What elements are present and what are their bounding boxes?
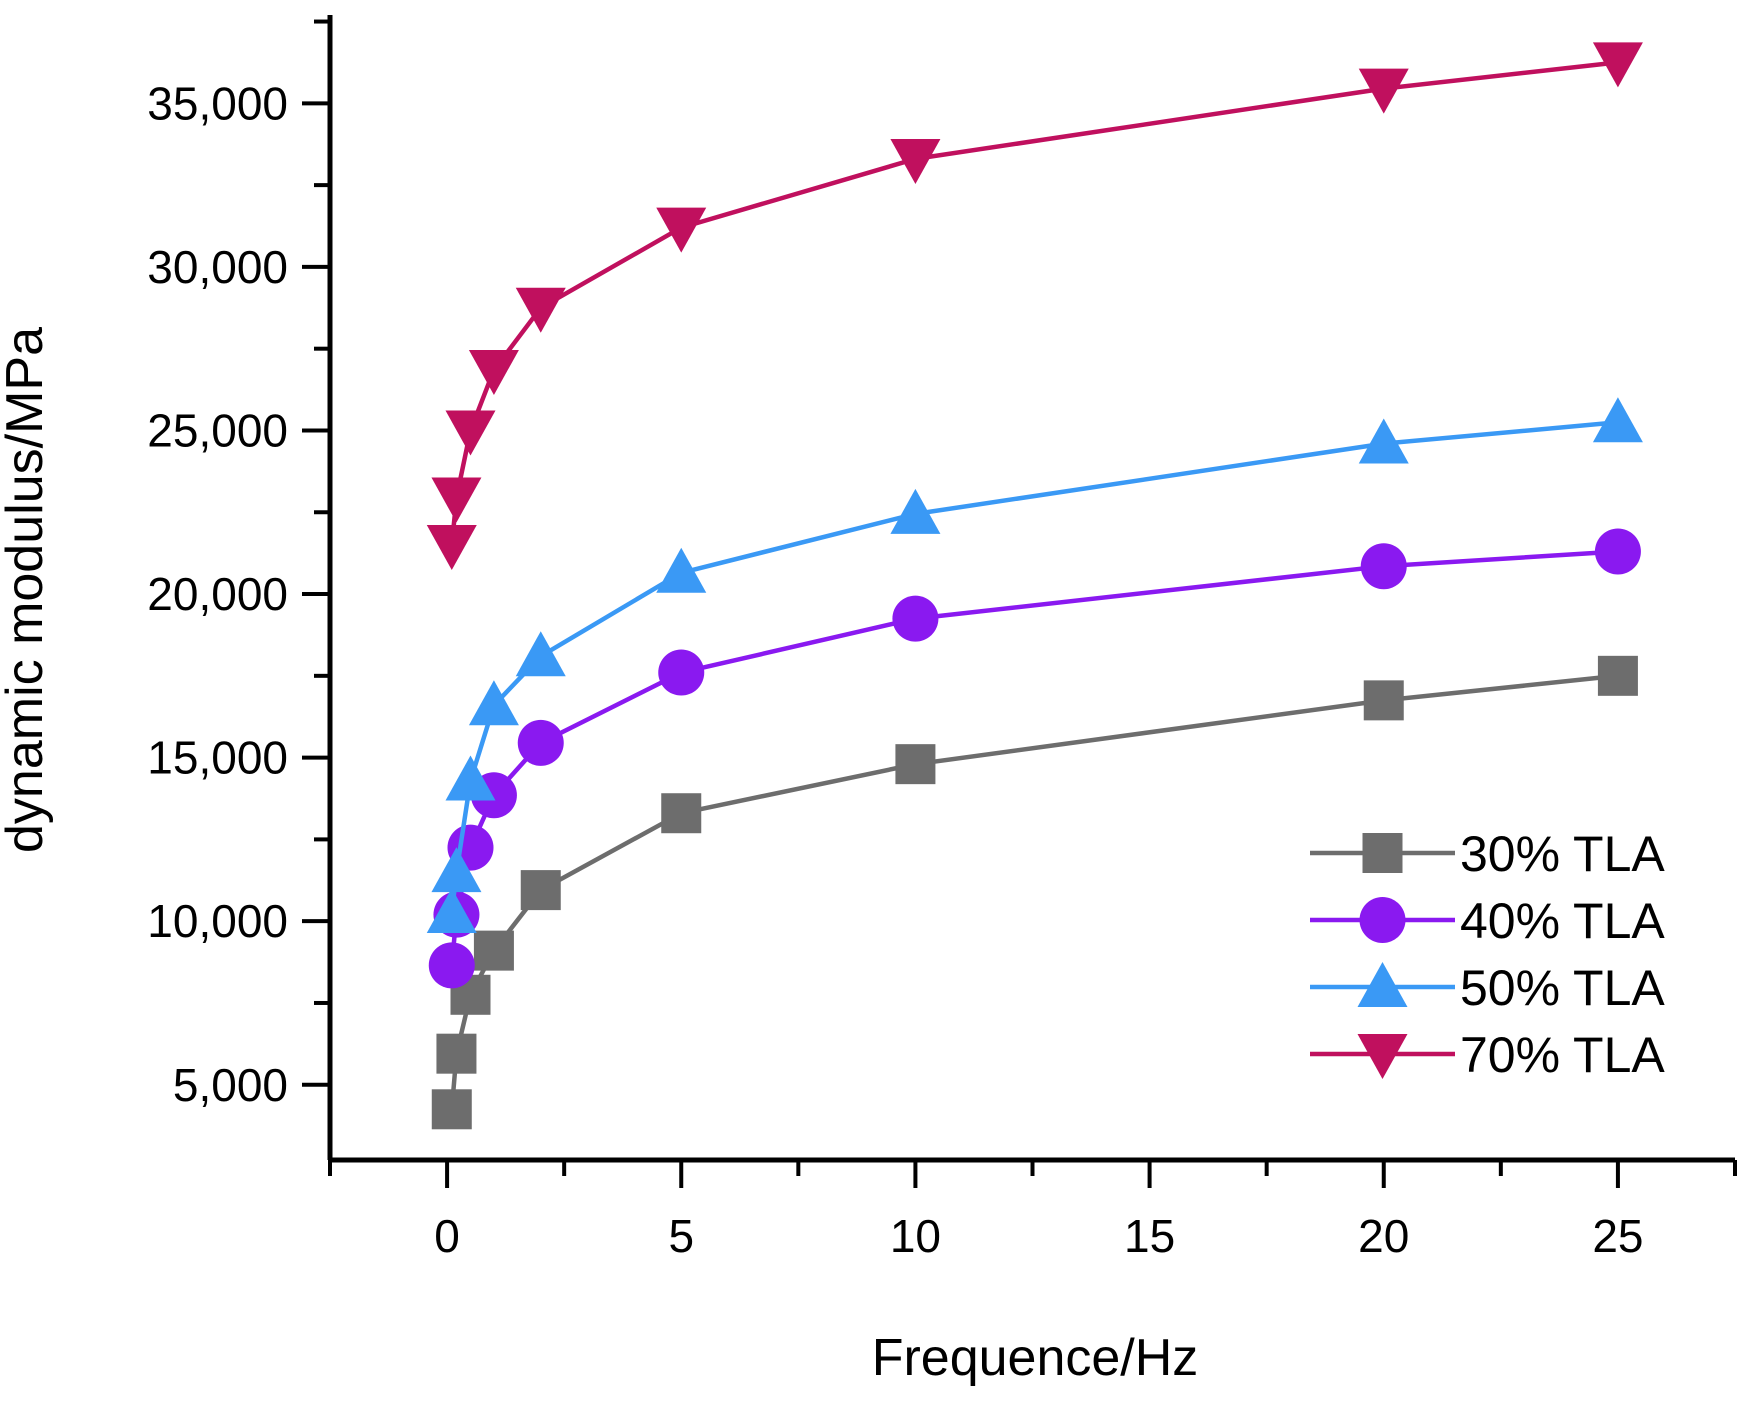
legend-marker	[1357, 962, 1408, 1007]
data-point	[436, 1033, 477, 1074]
series-50-tla	[426, 397, 1643, 934]
y-tick-label: 20,000	[147, 568, 288, 620]
data-point	[661, 793, 702, 834]
y-tick-label: 10,000	[147, 895, 288, 947]
data-point	[431, 477, 482, 523]
data-point	[515, 631, 566, 677]
x-tick-label: 15	[1124, 1210, 1175, 1262]
data-point	[431, 1089, 472, 1130]
x-tick-label: 10	[890, 1210, 941, 1262]
data-point	[1592, 42, 1643, 88]
y-tick-label: 35,000	[147, 77, 288, 129]
legend-entry: 70% TLA	[1310, 1027, 1665, 1083]
data-point	[428, 942, 475, 989]
data-point	[895, 744, 936, 785]
data-point	[890, 488, 941, 534]
data-point	[1597, 655, 1638, 696]
x-tick-label: 25	[1592, 1210, 1643, 1262]
data-point	[426, 888, 477, 934]
data-point	[515, 287, 566, 333]
series-30-tla	[431, 655, 1638, 1130]
legend-marker	[1359, 897, 1406, 943]
data-point	[1363, 680, 1404, 721]
data-point	[431, 847, 482, 893]
data-point	[1592, 397, 1643, 443]
legend-entry: 50% TLA	[1310, 960, 1665, 1016]
x-axis-title: Frequence/Hz	[872, 1329, 1199, 1387]
data-point	[520, 870, 561, 911]
y-tick-label: 15,000	[147, 732, 288, 784]
axes-layer: 0 5 10 15 20 25 5,000 10,000 15,000 20,000 25,000 3…	[147, 15, 1737, 1262]
data-point	[656, 207, 707, 253]
data-point	[473, 930, 514, 971]
data-point	[426, 524, 477, 570]
data-point	[890, 138, 941, 184]
data-point	[517, 719, 564, 766]
legend: 30% TLA 40% TLA 50% TLA 70% TLA	[1310, 826, 1665, 1083]
data-point	[445, 410, 496, 456]
legend-label: 50% TLA	[1460, 960, 1665, 1016]
data-point	[1358, 418, 1409, 464]
x-tick-label: 0	[434, 1210, 460, 1262]
data-point	[445, 755, 496, 801]
data-point	[1360, 543, 1407, 590]
data-point	[468, 680, 519, 726]
data-point	[658, 649, 705, 696]
y-tick-label: 25,000	[147, 404, 288, 456]
legend-label: 40% TLA	[1460, 893, 1665, 949]
legend-entry: 30% TLA	[1310, 826, 1665, 882]
data-point	[892, 595, 939, 642]
x-tick-label: 20	[1358, 1210, 1409, 1262]
data-point	[1358, 68, 1409, 114]
series-70-tla	[426, 42, 1643, 570]
x-tick-label: 5	[668, 1210, 694, 1262]
data-point	[656, 547, 707, 593]
legend-label: 70% TLA	[1460, 1027, 1665, 1083]
y-axis-title: dynamic modulus/MPa	[0, 327, 54, 853]
legend-label: 30% TLA	[1460, 826, 1665, 882]
series-layer	[426, 42, 1643, 1130]
data-point	[468, 349, 519, 395]
legend-marker	[1362, 833, 1403, 873]
legend-marker	[1357, 1034, 1408, 1079]
data-point	[1594, 528, 1641, 575]
legend-entry: 40% TLA	[1310, 893, 1665, 949]
y-tick-label: 5,000	[173, 1059, 288, 1111]
y-tick-label: 30,000	[147, 241, 288, 293]
